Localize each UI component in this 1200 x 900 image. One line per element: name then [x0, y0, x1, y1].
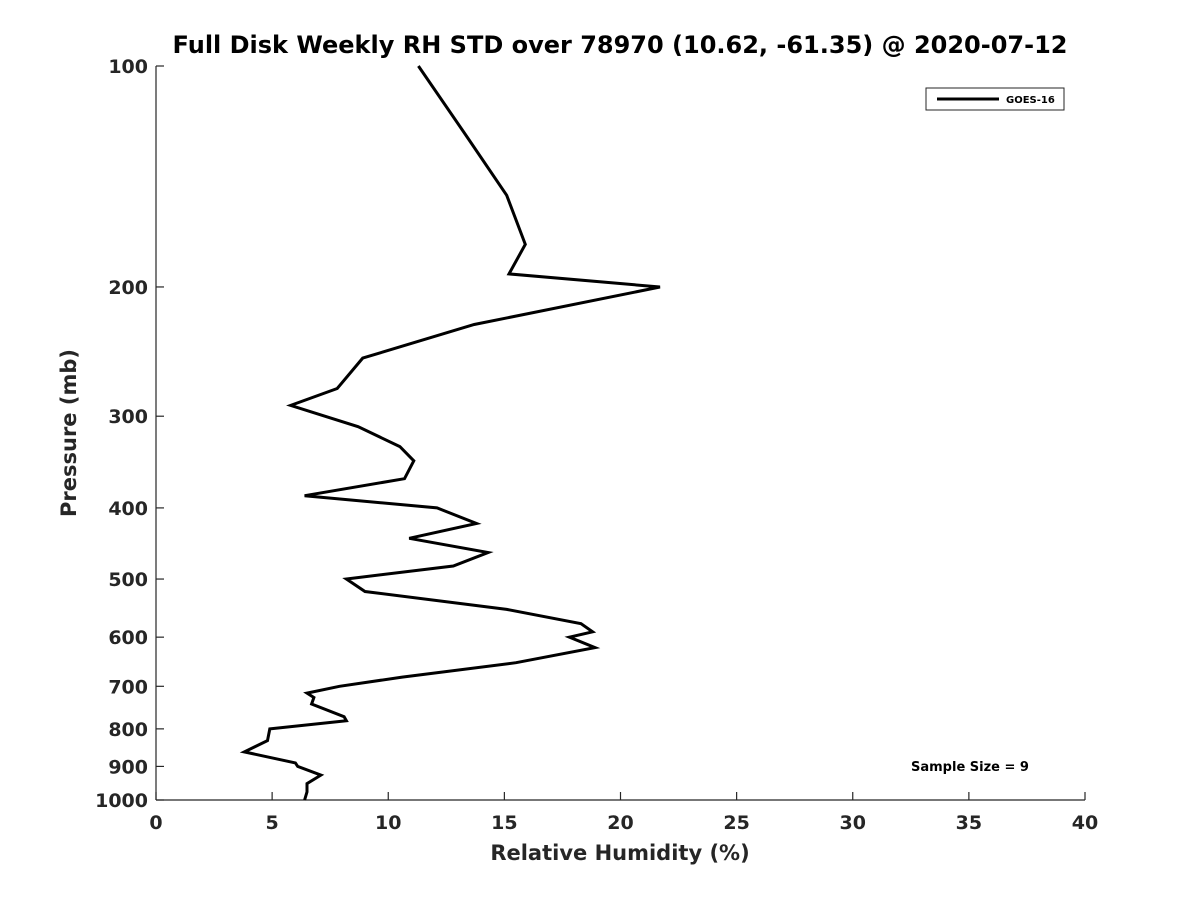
- series-line-goes-16: [239, 65, 661, 801]
- y-tick-label: 1000: [95, 790, 148, 812]
- x-axis-label: Relative Humidity (%): [490, 841, 749, 865]
- y-tick-label: 100: [108, 56, 148, 78]
- y-tick-label: 800: [108, 719, 148, 741]
- y-ticks: 100 200 300 400 500 600 700 800 900 1000: [95, 56, 164, 812]
- y-tick-label: 600: [108, 627, 148, 649]
- x-tick-label: 25: [723, 812, 749, 834]
- chart-title: Full Disk Weekly RH STD over 78970 (10.6…: [173, 31, 1068, 59]
- x-tick-label: 20: [607, 812, 633, 834]
- legend-label-goes-16: GOES-16: [1006, 95, 1055, 106]
- x-tick-label: 5: [266, 812, 279, 834]
- x-ticks: 0 5 10 15 20 25 30 35 40: [149, 792, 1098, 834]
- x-tick-label: 0: [149, 812, 162, 834]
- x-tick-label: 15: [491, 812, 517, 834]
- y-tick-label: 700: [108, 676, 148, 698]
- x-tick-label: 35: [956, 812, 982, 834]
- legend: GOES-16: [925, 87, 1065, 111]
- y-tick-label: 900: [108, 756, 148, 778]
- y-tick-label: 500: [108, 569, 148, 591]
- y-tick-label: 200: [108, 277, 148, 299]
- x-tick-label: 30: [840, 812, 866, 834]
- series-layer: [239, 65, 661, 801]
- sample-size-annotation: Sample Size = 9: [911, 760, 1029, 775]
- y-tick-label: 400: [108, 498, 148, 520]
- y-axis-label: Pressure (mb): [57, 349, 81, 517]
- x-tick-label: 40: [1072, 812, 1098, 834]
- y-tick-label: 300: [108, 406, 148, 428]
- x-tick-label: 10: [375, 812, 401, 834]
